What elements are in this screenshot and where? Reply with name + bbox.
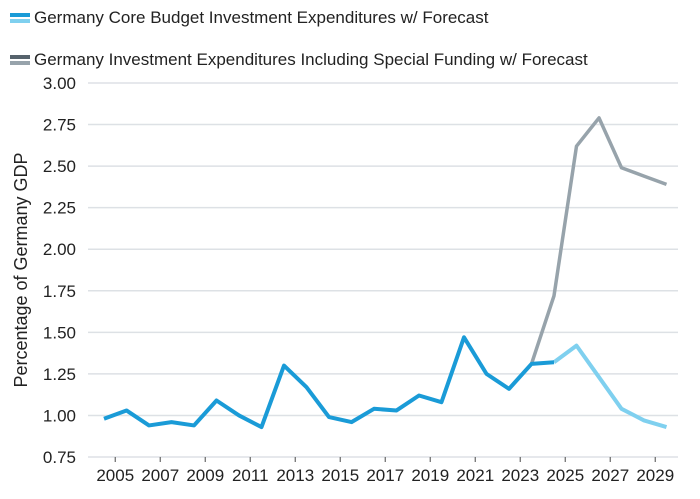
x-tick-label: 2015 bbox=[321, 466, 359, 485]
legend-label-special: Germany Investment Expenditures Includin… bbox=[34, 50, 588, 69]
x-tick-label: 2021 bbox=[456, 466, 494, 485]
x-tick-label: 2027 bbox=[591, 466, 629, 485]
x-tick-label: 2005 bbox=[96, 466, 134, 485]
x-tick-label: 2011 bbox=[232, 466, 269, 485]
x-tick-label: 2017 bbox=[366, 466, 404, 485]
y-tick-label: 1.75 bbox=[43, 282, 76, 301]
legend-swatch-core-icon bbox=[10, 13, 30, 23]
y-tick-label: 0.75 bbox=[43, 448, 76, 467]
legend-item-special: Germany Investment Expenditures Includin… bbox=[10, 50, 588, 70]
x-tick-label: 2025 bbox=[546, 466, 584, 485]
legend-item-core: Germany Core Budget Investment Expenditu… bbox=[10, 8, 488, 28]
y-tick-label: 2.50 bbox=[43, 157, 76, 176]
y-tick-label: 1.25 bbox=[43, 365, 76, 384]
x-tick-label: 2013 bbox=[276, 466, 314, 485]
y-tick-label: 2.75 bbox=[43, 116, 76, 135]
x-tick-label: 2007 bbox=[141, 466, 179, 485]
y-tick-label: 2.00 bbox=[43, 240, 76, 259]
y-tick-label: 1.50 bbox=[43, 323, 76, 342]
y-tick-label: 3.00 bbox=[43, 74, 76, 93]
x-tick-label: 2029 bbox=[636, 466, 674, 485]
y-axis-label: Percentage of Germany GDP bbox=[11, 152, 31, 387]
series-special-funding-line bbox=[529, 116, 668, 365]
legend-swatch-special-icon bbox=[10, 55, 30, 65]
series-core-forecast-line bbox=[552, 343, 668, 429]
series-core-actual-line bbox=[103, 335, 555, 430]
legend-label-core: Germany Core Budget Investment Expenditu… bbox=[34, 8, 489, 27]
x-tick-label: 2023 bbox=[501, 466, 539, 485]
y-tick-label: 1.00 bbox=[43, 406, 76, 425]
y-tick-label: 2.25 bbox=[43, 199, 76, 218]
x-tick-label: 2009 bbox=[186, 466, 224, 485]
x-tick-label: 2019 bbox=[411, 466, 449, 485]
